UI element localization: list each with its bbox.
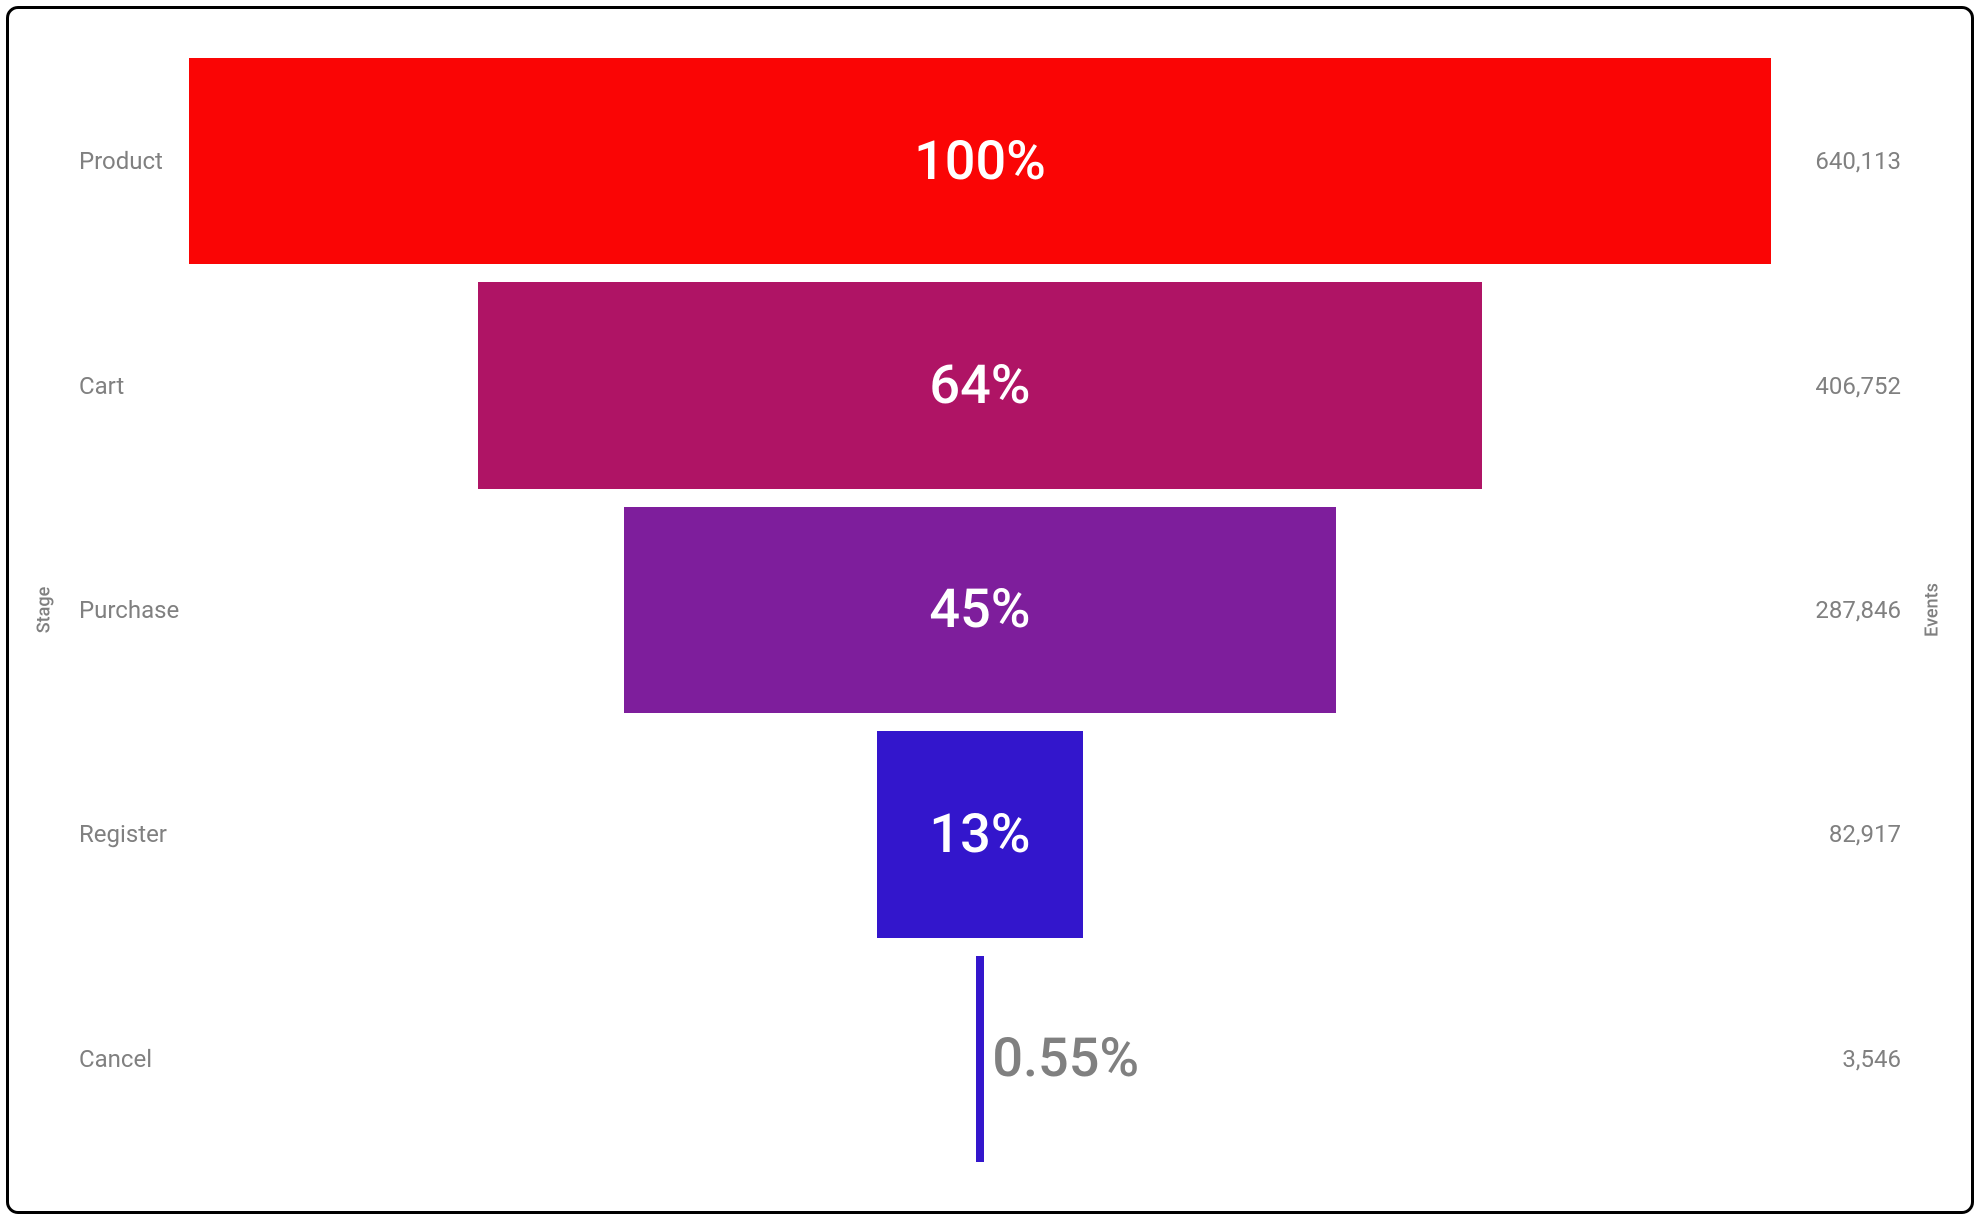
bar-track: 45%	[189, 498, 1771, 722]
funnel-row: Cancel 3,546 0.55%	[69, 947, 1911, 1171]
yaxis-title: Stage	[34, 587, 55, 633]
funnel-bar: 64%	[478, 282, 1483, 488]
funnel-bar: 0.55%	[976, 956, 985, 1162]
stage-label: Cart	[79, 372, 124, 400]
chart-frame: Stage Events Product 640,113 100% Cart 406,7…	[6, 6, 1974, 1214]
stage-label: Register	[79, 820, 167, 848]
percent-label: 100%	[914, 130, 1046, 193]
funnel-bar: 13%	[877, 731, 1083, 937]
funnel-row: Product 640,113 100%	[69, 49, 1911, 273]
percent-label: 45%	[929, 578, 1030, 641]
stage-label: Cancel	[79, 1045, 152, 1073]
percent-label: 64%	[929, 354, 1030, 417]
bar-track: 100%	[189, 49, 1771, 273]
percent-label: 13%	[929, 803, 1030, 866]
yaxis2-title: Events	[1922, 583, 1943, 637]
bar-track: 0.55%	[189, 947, 1771, 1171]
funnel-bar: 45%	[624, 507, 1336, 713]
funnel-row: Register 82,917 13%	[69, 722, 1911, 946]
events-label: 82,917	[1829, 820, 1901, 848]
percent-label: 0.55%	[992, 1027, 1139, 1090]
events-label: 406,752	[1815, 372, 1901, 400]
stage-label: Product	[79, 147, 163, 175]
funnel-row: Purchase 287,846 45%	[69, 498, 1911, 722]
bar-track: 64%	[189, 273, 1771, 497]
events-label: 3,546	[1842, 1045, 1901, 1073]
events-label: 287,846	[1815, 596, 1901, 624]
funnel-bar: 100%	[189, 58, 1771, 264]
funnel-plot: Product 640,113 100% Cart 406,752 64% Purchase…	[69, 49, 1911, 1171]
funnel-row: Cart 406,752 64%	[69, 273, 1911, 497]
events-label: 640,113	[1815, 147, 1901, 175]
stage-label: Purchase	[79, 596, 179, 624]
bar-track: 13%	[189, 722, 1771, 946]
